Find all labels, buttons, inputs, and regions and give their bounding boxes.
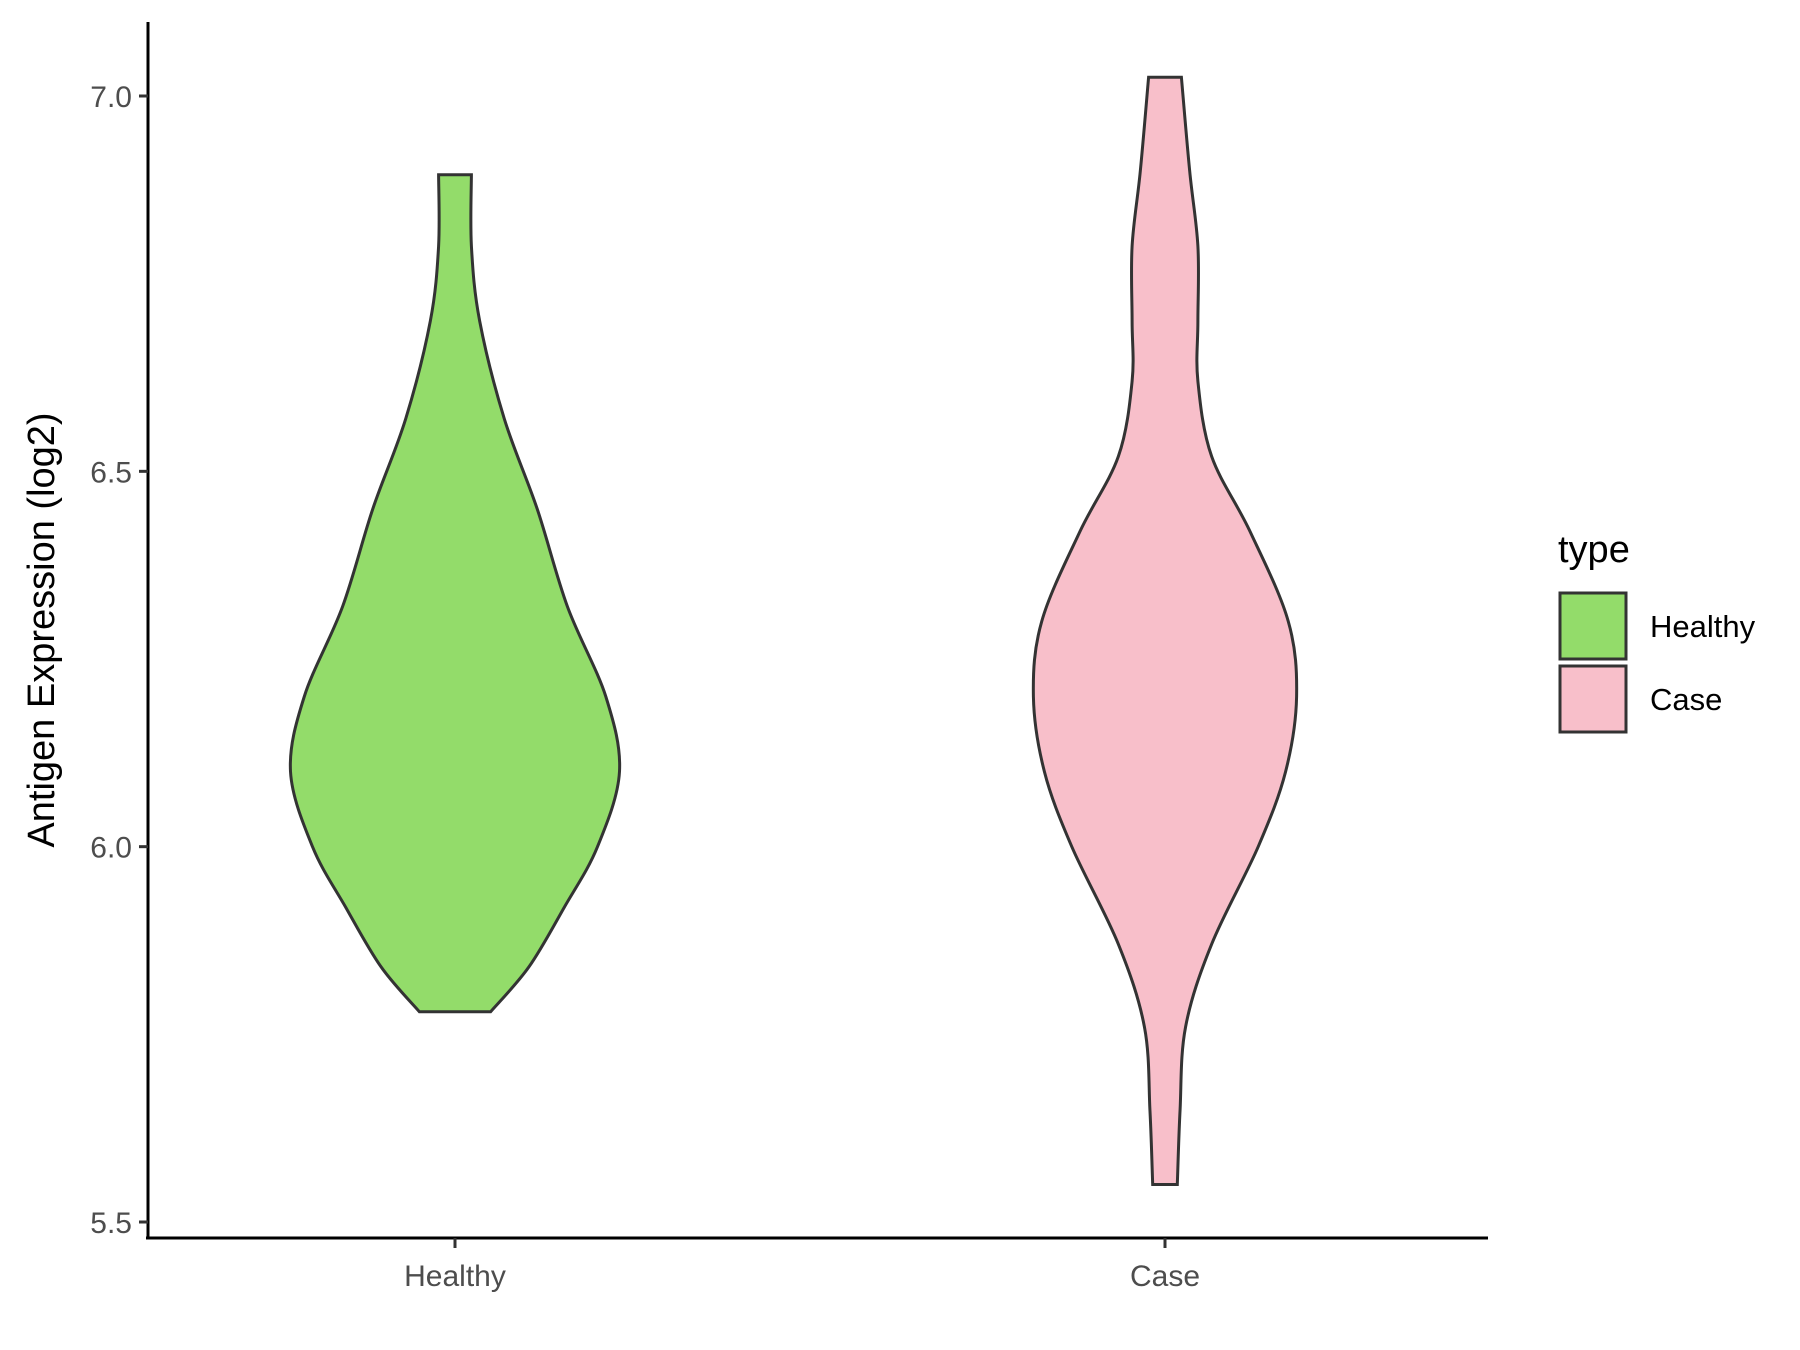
legend-swatch-healthy — [1558, 591, 1628, 661]
y-tick-label: 5.5 — [90, 1207, 132, 1240]
y-tick-label: 7.0 — [90, 81, 132, 114]
violins — [288, 75, 1299, 1186]
x-tick-label: Healthy — [404, 1260, 506, 1293]
x-axis-ticks: Healthy Case — [404, 1238, 1200, 1293]
y-axis-ticks: 5.5 6.0 6.5 7.0 — [90, 81, 148, 1240]
legend-items: Healthy Case — [1558, 591, 1756, 734]
y-tick-label: 6.5 — [90, 456, 132, 489]
plot-area: 5.5 6.0 6.5 7.0 Healthy Case — [90, 22, 1488, 1293]
x-tick-label: Case — [1130, 1260, 1200, 1293]
legend-title: type — [1558, 529, 1630, 571]
legend-label-case: Case — [1650, 682, 1722, 717]
legend: type Healthy Case — [1558, 529, 1756, 734]
y-tick-label: 6.0 — [90, 832, 132, 865]
y-axis-title: Antigen Expression (log2) — [21, 412, 63, 847]
legend-label-healthy: Healthy — [1650, 609, 1756, 644]
violin-healthy — [288, 173, 622, 1014]
violin-case — [1031, 75, 1299, 1186]
legend-swatch-case — [1558, 664, 1628, 734]
